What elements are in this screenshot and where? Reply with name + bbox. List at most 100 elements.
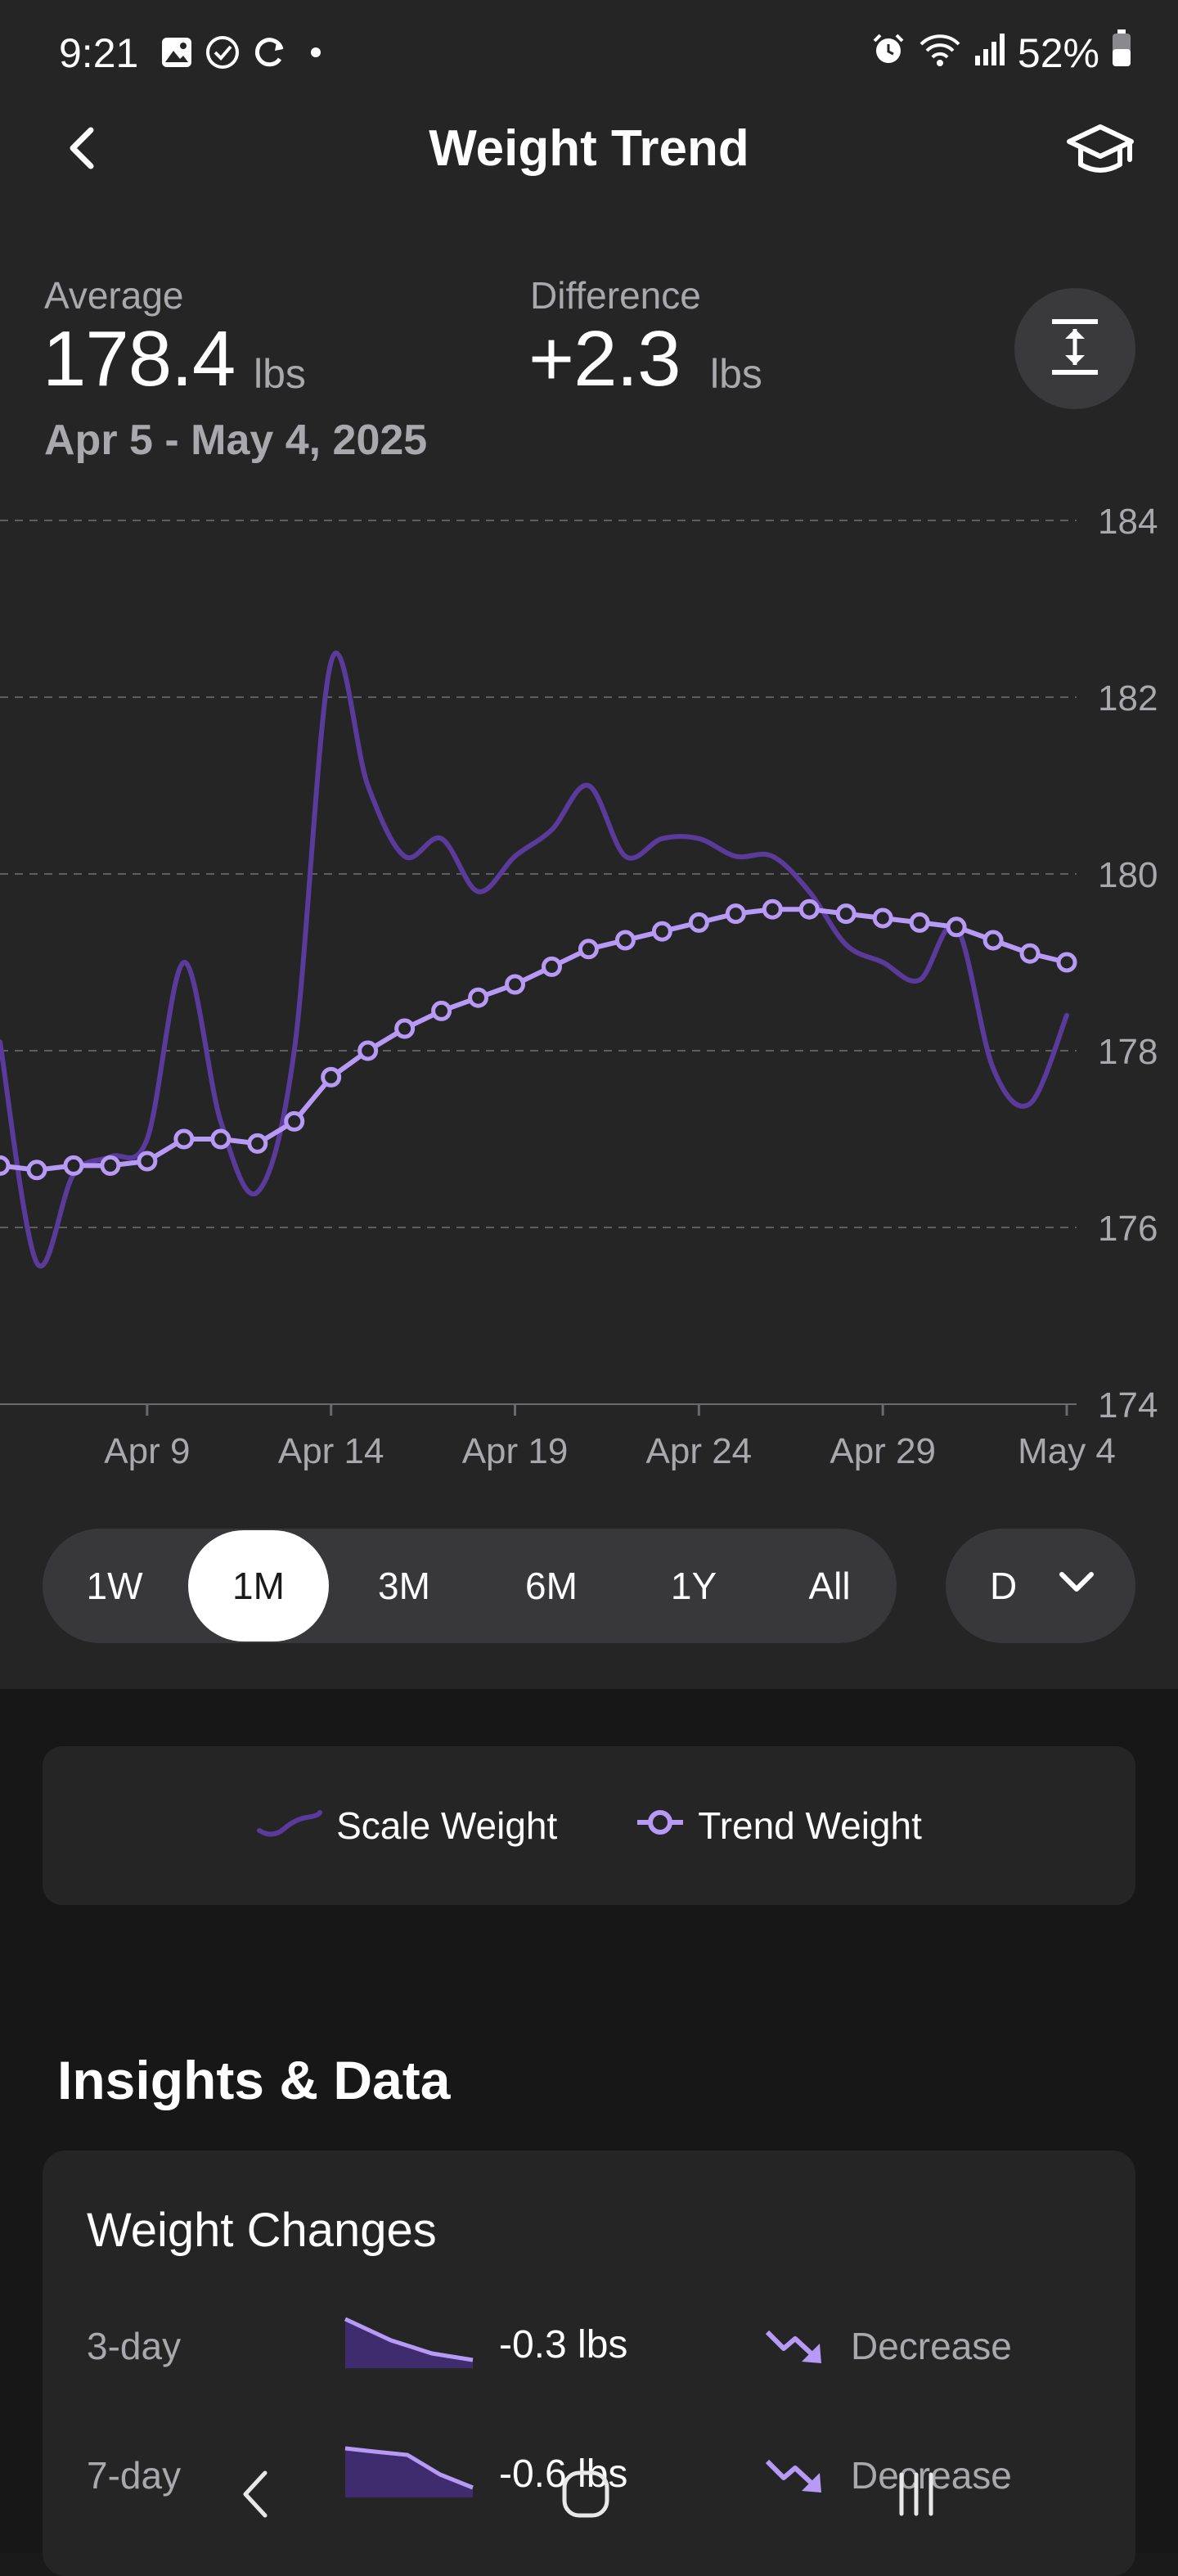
x-tick-label: Apr 19 bbox=[462, 1431, 569, 1471]
trend-sparkline-icon bbox=[342, 2442, 476, 2503]
status-time: 9:21 bbox=[59, 30, 139, 76]
trend-point bbox=[688, 912, 709, 933]
date-range: Apr 5 - May 4, 2025 bbox=[44, 417, 428, 464]
trend-point bbox=[210, 1128, 232, 1150]
average-unit: lbs bbox=[254, 351, 306, 397]
alarm-icon bbox=[870, 29, 906, 77]
range-option-1m[interactable]: 1M bbox=[188, 1530, 329, 1642]
battery-text: 52% bbox=[1017, 30, 1099, 76]
system-nav-bar bbox=[0, 2447, 1178, 2553]
granularity-value: D bbox=[990, 1565, 1018, 1607]
wifi-icon bbox=[918, 29, 962, 77]
y-tick-label: 178 bbox=[1098, 1032, 1158, 1072]
chevron-left-icon bbox=[65, 125, 97, 175]
average-label: Average bbox=[44, 274, 184, 317]
trend-down-arrow-icon bbox=[762, 2326, 828, 2376]
trend-point bbox=[284, 1110, 305, 1132]
weight-changes-card[interactable]: Weight Changes 3-day -0.3 lbs Decrease 7… bbox=[43, 2150, 1135, 2576]
trend-point bbox=[1019, 943, 1041, 964]
legend-trend-label: Trend Weight bbox=[698, 1804, 922, 1847]
back-button[interactable] bbox=[52, 121, 110, 178]
trend-point bbox=[26, 1160, 47, 1181]
image-icon bbox=[160, 36, 193, 73]
trend-point bbox=[247, 1133, 268, 1154]
weight-changes-title: Weight Changes bbox=[87, 2204, 437, 2257]
trend-point bbox=[651, 921, 672, 942]
trend-point bbox=[835, 903, 857, 925]
check-circle-icon bbox=[205, 34, 241, 74]
battery-icon bbox=[1111, 29, 1132, 77]
y-tick-label: 184 bbox=[1098, 502, 1158, 542]
legend-scale-weight: Scale Weight bbox=[256, 1801, 557, 1851]
trend-point bbox=[505, 974, 526, 995]
trend-point bbox=[137, 1151, 158, 1172]
home-nav-icon bbox=[560, 2468, 612, 2524]
change-direction: Decrease bbox=[851, 2325, 1012, 2367]
recents-nav-icon bbox=[890, 2468, 942, 2524]
range-option-1w[interactable]: 1W bbox=[86, 1565, 143, 1607]
x-tick-label: Apr 9 bbox=[104, 1431, 190, 1471]
legend-scale-label: Scale Weight bbox=[336, 1804, 558, 1847]
vertical-fit-icon bbox=[1049, 317, 1101, 381]
x-tick-label: May 4 bbox=[1018, 1431, 1116, 1471]
time-range-selector: 1W 1M 3M 6M 1Y All bbox=[43, 1529, 897, 1643]
trend-point bbox=[725, 903, 746, 925]
difference-value: +2.3 bbox=[528, 315, 681, 403]
back-nav-icon bbox=[239, 2468, 272, 2524]
dot-icon bbox=[299, 36, 332, 73]
fit-to-range-button[interactable] bbox=[1014, 288, 1135, 409]
trend-point bbox=[798, 898, 820, 920]
y-tick-label: 176 bbox=[1098, 1209, 1158, 1249]
trend-point bbox=[982, 930, 1004, 951]
signal-icon bbox=[973, 29, 1006, 77]
trend-point bbox=[762, 898, 783, 920]
trend-point bbox=[100, 1155, 121, 1176]
range-option-1y[interactable]: 1Y bbox=[670, 1565, 717, 1607]
trend-point bbox=[578, 939, 599, 960]
learn-button[interactable] bbox=[1063, 116, 1137, 190]
trend-point bbox=[909, 912, 930, 933]
trend-marker-swatch-icon bbox=[636, 1804, 685, 1848]
trend-point bbox=[541, 956, 562, 977]
y-tick-label: 174 bbox=[1098, 1385, 1158, 1425]
trend-down-arrow-icon bbox=[762, 2455, 828, 2505]
nav-back-button[interactable] bbox=[206, 2447, 304, 2545]
trend-point bbox=[321, 1066, 342, 1088]
chart-legend: Scale Weight Trend Weight bbox=[43, 1746, 1135, 1905]
nav-recents-button[interactable] bbox=[867, 2447, 965, 2545]
trend-weight-line bbox=[0, 907, 1068, 1173]
scale-weight-line bbox=[0, 651, 1069, 1268]
range-option-6m[interactable]: 6M bbox=[525, 1565, 578, 1607]
difference-unit: lbs bbox=[710, 351, 762, 397]
trend-point bbox=[63, 1155, 84, 1176]
trend-point bbox=[173, 1128, 195, 1150]
weight-chart[interactable]: 184 182 180 178 176 174 Apr 9 Apr 14 Apr 19 Apr … bbox=[0, 491, 1178, 1473]
range-option-3m[interactable]: 3M bbox=[378, 1565, 430, 1607]
trend-point bbox=[468, 987, 489, 1008]
trend-point bbox=[431, 1000, 452, 1021]
trend-point bbox=[946, 916, 967, 938]
difference-label: Difference bbox=[530, 274, 701, 317]
trend-point bbox=[357, 1040, 379, 1061]
y-tick-label: 182 bbox=[1098, 678, 1158, 718]
page-title: Weight Trend bbox=[429, 120, 749, 177]
period-label: 7-day bbox=[87, 2454, 182, 2497]
range-option-all[interactable]: All bbox=[808, 1565, 851, 1607]
chart-section bbox=[0, 0, 1178, 1689]
scale-line-swatch-icon bbox=[256, 1801, 323, 1851]
trend-point bbox=[614, 930, 636, 951]
trend-point bbox=[872, 907, 893, 929]
average-value: 178.4 bbox=[43, 315, 236, 403]
sync-icon bbox=[252, 34, 288, 74]
nav-home-button[interactable] bbox=[537, 2447, 635, 2545]
x-tick-label: Apr 29 bbox=[830, 1431, 936, 1471]
y-tick-label: 180 bbox=[1098, 855, 1158, 895]
legend-trend-weight: Trend Weight bbox=[636, 1804, 922, 1848]
granularity-dropdown[interactable]: D bbox=[946, 1529, 1135, 1643]
status-bar: 9:21 52% bbox=[0, 0, 1178, 106]
app-header: Weight Trend bbox=[0, 106, 1178, 188]
chevron-down-icon bbox=[1059, 1569, 1095, 1598]
trend-point bbox=[394, 1018, 416, 1039]
x-tick-label: Apr 14 bbox=[278, 1431, 384, 1471]
trend-point bbox=[1056, 952, 1077, 973]
